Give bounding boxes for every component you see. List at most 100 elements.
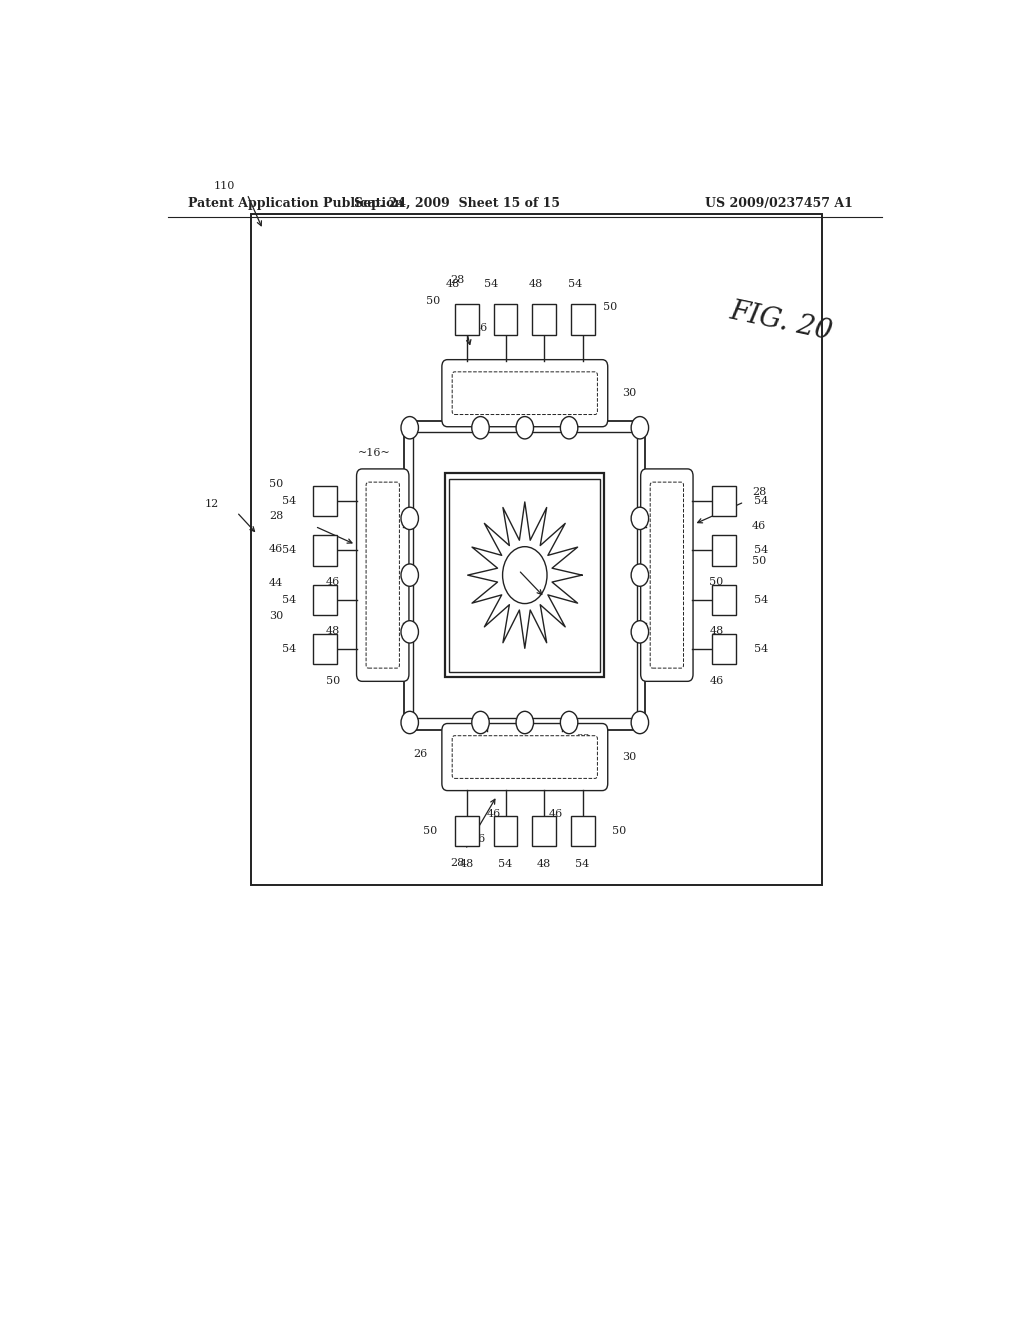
Circle shape bbox=[516, 711, 534, 734]
Circle shape bbox=[560, 417, 578, 440]
Text: 26: 26 bbox=[414, 748, 428, 759]
Text: 30: 30 bbox=[502, 758, 516, 767]
Circle shape bbox=[472, 417, 489, 440]
Text: ~16~: ~16~ bbox=[357, 449, 390, 458]
Bar bbox=[713, 634, 736, 664]
Text: Patent Application Publication: Patent Application Publication bbox=[187, 197, 403, 210]
Circle shape bbox=[401, 417, 419, 440]
Bar bbox=[565, 494, 599, 656]
Text: 18: 18 bbox=[380, 482, 394, 491]
Text: 50: 50 bbox=[710, 577, 724, 587]
Circle shape bbox=[631, 564, 648, 586]
Text: 12: 12 bbox=[205, 499, 219, 510]
FancyBboxPatch shape bbox=[453, 372, 597, 414]
Text: FIG. 20: FIG. 20 bbox=[727, 297, 835, 345]
Bar bbox=[451, 494, 484, 656]
Text: US 2009/0237457 A1: US 2009/0237457 A1 bbox=[705, 197, 853, 210]
Text: 54: 54 bbox=[754, 595, 768, 605]
Text: 110: 110 bbox=[214, 181, 236, 191]
Text: 50: 50 bbox=[326, 676, 340, 685]
Text: 54: 54 bbox=[575, 859, 590, 870]
Text: 50: 50 bbox=[603, 302, 617, 313]
Text: 46: 46 bbox=[710, 676, 724, 685]
Text: 54: 54 bbox=[499, 859, 513, 870]
Text: 54: 54 bbox=[484, 279, 499, 289]
Bar bbox=[494, 304, 517, 335]
Text: 54: 54 bbox=[282, 595, 296, 605]
Text: 30: 30 bbox=[622, 388, 636, 399]
Text: 48: 48 bbox=[529, 279, 544, 289]
Text: 50: 50 bbox=[457, 828, 471, 837]
Text: 54: 54 bbox=[282, 644, 296, 655]
Text: 48: 48 bbox=[710, 626, 724, 636]
FancyBboxPatch shape bbox=[650, 482, 684, 668]
Bar bbox=[713, 486, 736, 516]
Bar bbox=[455, 304, 479, 335]
Bar bbox=[313, 535, 337, 566]
Text: 50: 50 bbox=[612, 826, 627, 836]
Text: 48: 48 bbox=[445, 279, 460, 289]
Text: 28: 28 bbox=[451, 276, 465, 285]
Text: 28: 28 bbox=[451, 858, 465, 867]
FancyBboxPatch shape bbox=[366, 482, 399, 668]
Bar bbox=[570, 304, 595, 335]
Circle shape bbox=[516, 417, 534, 440]
Text: 54: 54 bbox=[754, 496, 768, 506]
Circle shape bbox=[631, 417, 648, 440]
Circle shape bbox=[401, 620, 419, 643]
FancyBboxPatch shape bbox=[356, 469, 409, 681]
FancyBboxPatch shape bbox=[442, 359, 607, 426]
Bar bbox=[313, 486, 337, 516]
Text: 30: 30 bbox=[622, 752, 636, 762]
Bar bbox=[445, 474, 604, 677]
Circle shape bbox=[631, 711, 648, 734]
Bar bbox=[313, 585, 337, 615]
Text: 20: 20 bbox=[655, 496, 670, 507]
FancyBboxPatch shape bbox=[453, 735, 597, 779]
Bar bbox=[494, 816, 517, 846]
Text: 50: 50 bbox=[426, 296, 440, 306]
Text: 54: 54 bbox=[754, 644, 768, 655]
Text: 46: 46 bbox=[549, 809, 563, 818]
Text: 50: 50 bbox=[269, 479, 284, 488]
Text: 28: 28 bbox=[753, 487, 766, 496]
Text: 48: 48 bbox=[537, 859, 551, 870]
Text: 54: 54 bbox=[754, 545, 768, 556]
Circle shape bbox=[631, 507, 648, 529]
Circle shape bbox=[472, 711, 489, 734]
Bar bbox=[713, 535, 736, 566]
Bar bbox=[251, 214, 822, 886]
Text: 54: 54 bbox=[567, 279, 582, 289]
Text: 48: 48 bbox=[326, 626, 340, 636]
Bar bbox=[462, 627, 588, 671]
Circle shape bbox=[401, 507, 419, 529]
Text: 46: 46 bbox=[326, 577, 340, 587]
Circle shape bbox=[631, 620, 648, 643]
Bar bbox=[570, 816, 595, 846]
Text: 44: 44 bbox=[269, 578, 284, 589]
Text: 50: 50 bbox=[753, 556, 766, 566]
Text: 46: 46 bbox=[269, 544, 284, 553]
Text: 48: 48 bbox=[460, 859, 474, 870]
Text: 46: 46 bbox=[471, 834, 485, 845]
Bar bbox=[713, 585, 736, 615]
Bar bbox=[455, 816, 479, 846]
Text: 46: 46 bbox=[486, 809, 501, 818]
Text: 54: 54 bbox=[282, 545, 296, 556]
FancyBboxPatch shape bbox=[442, 723, 607, 791]
Bar bbox=[532, 816, 556, 846]
Text: 30: 30 bbox=[269, 611, 284, 620]
Circle shape bbox=[401, 564, 419, 586]
Circle shape bbox=[401, 711, 419, 734]
FancyBboxPatch shape bbox=[641, 469, 693, 681]
Bar bbox=[450, 479, 600, 672]
Bar bbox=[404, 421, 645, 730]
Bar bbox=[413, 432, 637, 718]
Text: 46: 46 bbox=[753, 521, 766, 532]
Text: 54: 54 bbox=[282, 496, 296, 506]
Circle shape bbox=[560, 711, 578, 734]
Bar bbox=[313, 634, 337, 664]
Bar bbox=[532, 304, 556, 335]
Circle shape bbox=[503, 546, 547, 603]
Text: Sep. 24, 2009  Sheet 15 of 15: Sep. 24, 2009 Sheet 15 of 15 bbox=[354, 197, 560, 210]
